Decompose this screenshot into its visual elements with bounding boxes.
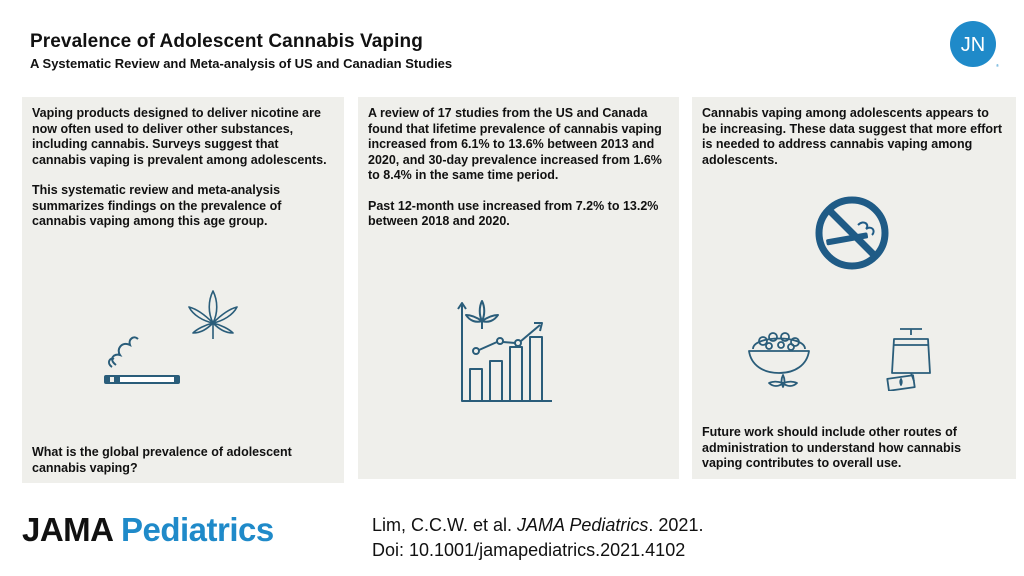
panel-conclusion: Future work should include other routes … — [702, 425, 962, 470]
citation-doi: Doi: 10.1001/jamapediatrics.2021.4102 — [372, 540, 686, 560]
svg-text:®: ® — [996, 63, 999, 68]
edibles-bowl-icon — [748, 332, 810, 388]
panel-paragraph: Vaping products designed to deliver nico… — [32, 106, 327, 167]
cannabis-leaf-icon — [188, 290, 238, 339]
panel-question: What is the global prevalence of adolesc… — [32, 445, 292, 475]
logo-jama-text: JAMA — [22, 511, 113, 548]
panel-paragraph: Cannabis vaping among adolescents appear… — [702, 106, 1003, 167]
panel-paragraph: Past 12-month use increased from 7.2% to… — [368, 198, 659, 229]
panel-background: Cannabis vaping among adolescents appear… — [692, 97, 1016, 479]
panel-paragraph: A review of 17 studies from the US and C… — [368, 106, 662, 182]
vape-pen-icon — [104, 336, 180, 384]
citation: Lim, C.C.W. et al. JAMA Pediatrics. 2021… — [372, 513, 703, 563]
panel-paragraph: This systematic review and meta-analysis… — [32, 183, 282, 228]
citation-journal: JAMA Pediatrics — [517, 515, 649, 535]
no-vaping-icon — [815, 196, 889, 270]
jn-logo-icon: JN ® — [950, 21, 999, 68]
citation-year: . 2021. — [648, 515, 704, 535]
citation-reference: Lim, C.C.W. et al. JAMA Pediatrics. 2021… — [372, 513, 703, 538]
page-title: Prevalence of Adolescent Cannabis Vaping — [30, 31, 423, 52]
jama-pediatrics-logo: JAMA Pediatrics — [22, 511, 274, 549]
panel-background: Vaping products designed to deliver nico… — [22, 97, 344, 483]
page-subtitle: A Systematic Review and Meta-analysis of… — [30, 56, 453, 71]
tea-bag-icon — [886, 328, 931, 391]
jn-logo-text: JN — [961, 34, 985, 56]
rising-chart-icon — [457, 300, 552, 402]
citation-authors: Lim, C.C.W. et al. — [372, 515, 518, 535]
logo-pediatrics-text: Pediatrics — [120, 511, 274, 548]
panel-background: A review of 17 studies from the US and C… — [358, 97, 679, 479]
